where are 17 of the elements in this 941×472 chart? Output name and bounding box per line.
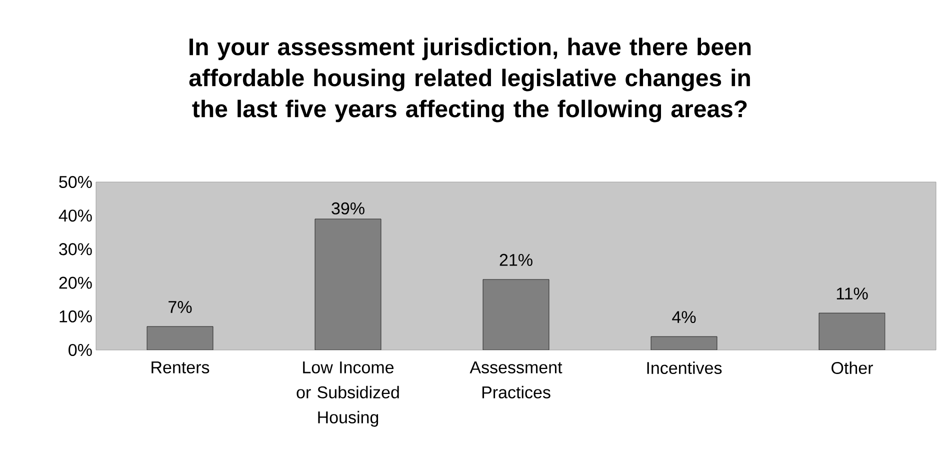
data-label: 4% [672,311,696,324]
chart-title: In your assessment jurisdiction, have there been affordable housing related legislative changes in the last five years affecting the following areas? [189,38,751,122]
x-tick-label: Assessment Practices [470,362,562,398]
data-label: 39% [332,202,364,214]
y-tick-label: 40% [58,210,92,222]
x-tick-label: Low Income or Subsidized Housing [296,362,399,427]
y-tick-label: 0% [68,344,92,356]
x-tick-label: Other [832,362,873,374]
x-tick-label: Incentives [647,362,722,374]
data-label: 11% [836,288,868,300]
y-tick-label: 10% [60,310,92,322]
data-label: 21% [500,254,532,266]
x-tick-label: Renters [152,362,210,374]
y-tick-label: 50% [59,176,92,188]
y-tick-label: 20% [59,276,92,289]
data-label: 7% [168,301,192,313]
y-tick-label: 30% [59,243,92,256]
